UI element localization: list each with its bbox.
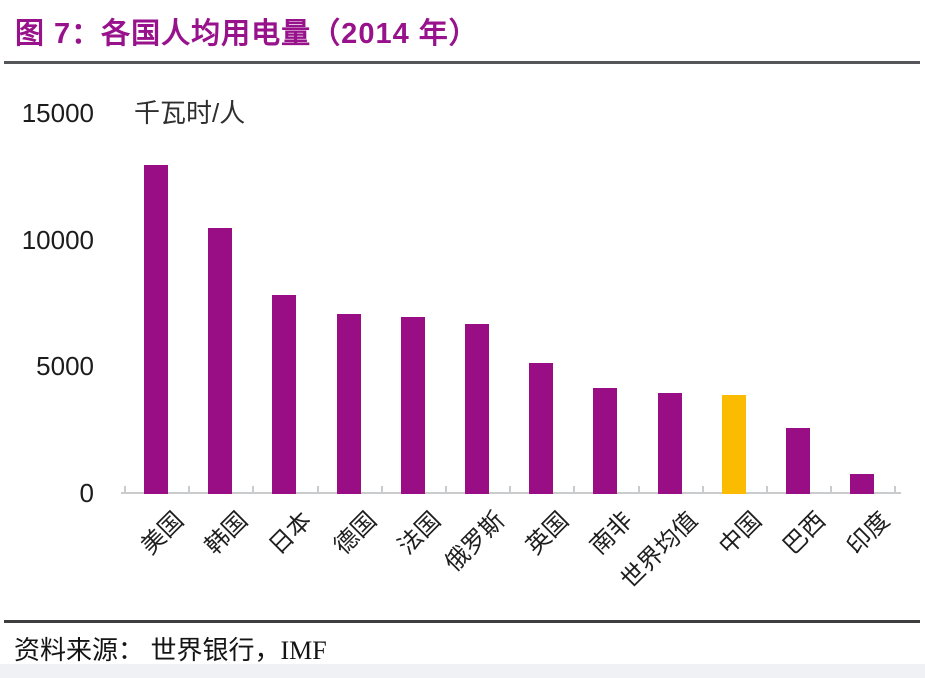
category-label: 俄罗斯 (440, 506, 511, 577)
category-label: 印度 (842, 506, 896, 560)
category-label: 英国 (521, 506, 575, 560)
source-divider (4, 620, 920, 623)
y-axis-tick-label: 0 (79, 478, 94, 508)
axis-tick (765, 486, 768, 493)
y-axis-tick-label: 5000 (36, 351, 94, 382)
y-axis-unit-label: 千瓦时/人 (134, 98, 246, 128)
x-axis-line (121, 492, 901, 494)
page-edge-strip (0, 664, 925, 678)
axis-tick (380, 486, 383, 493)
axis-tick (316, 486, 319, 493)
axis-tick (701, 486, 704, 493)
category-label: 中国 (713, 506, 767, 560)
y-axis-tick-label: 15000 (21, 97, 94, 128)
y-axis-tick-label: 10000 (21, 224, 94, 255)
axis-tick (894, 486, 897, 493)
axis-tick (573, 486, 576, 493)
bar-英国 (529, 363, 554, 494)
axis-tick (444, 486, 447, 493)
bar-德国 (336, 314, 361, 494)
bar-巴西 (786, 428, 810, 494)
category-label: 韩国 (200, 506, 254, 560)
axis-tick (188, 486, 191, 493)
bar-日本 (272, 295, 297, 494)
axis-tick (252, 486, 255, 493)
category-label: 德国 (328, 506, 382, 560)
title-divider (4, 61, 920, 64)
axis-tick (830, 486, 833, 493)
bar-俄罗斯 (465, 324, 489, 494)
bar-韩国 (208, 227, 233, 494)
category-label: 日本 (264, 506, 318, 560)
figure-title: 图 7：各国人均用电量（2014 年） (15, 18, 479, 50)
bar-中国 (721, 395, 746, 494)
bar-美国 (144, 164, 168, 494)
category-label: 美国 (136, 506, 190, 560)
bar-印度 (850, 473, 875, 494)
axis-tick (637, 486, 640, 493)
bar-法国 (400, 316, 425, 494)
source-note: 资料来源： 世界银行，IMF (14, 636, 327, 665)
bar-南非 (593, 387, 618, 494)
category-label: 巴西 (778, 506, 832, 560)
bar-世界均值 (657, 392, 682, 494)
axis-tick (123, 486, 126, 493)
axis-tick (509, 486, 512, 493)
